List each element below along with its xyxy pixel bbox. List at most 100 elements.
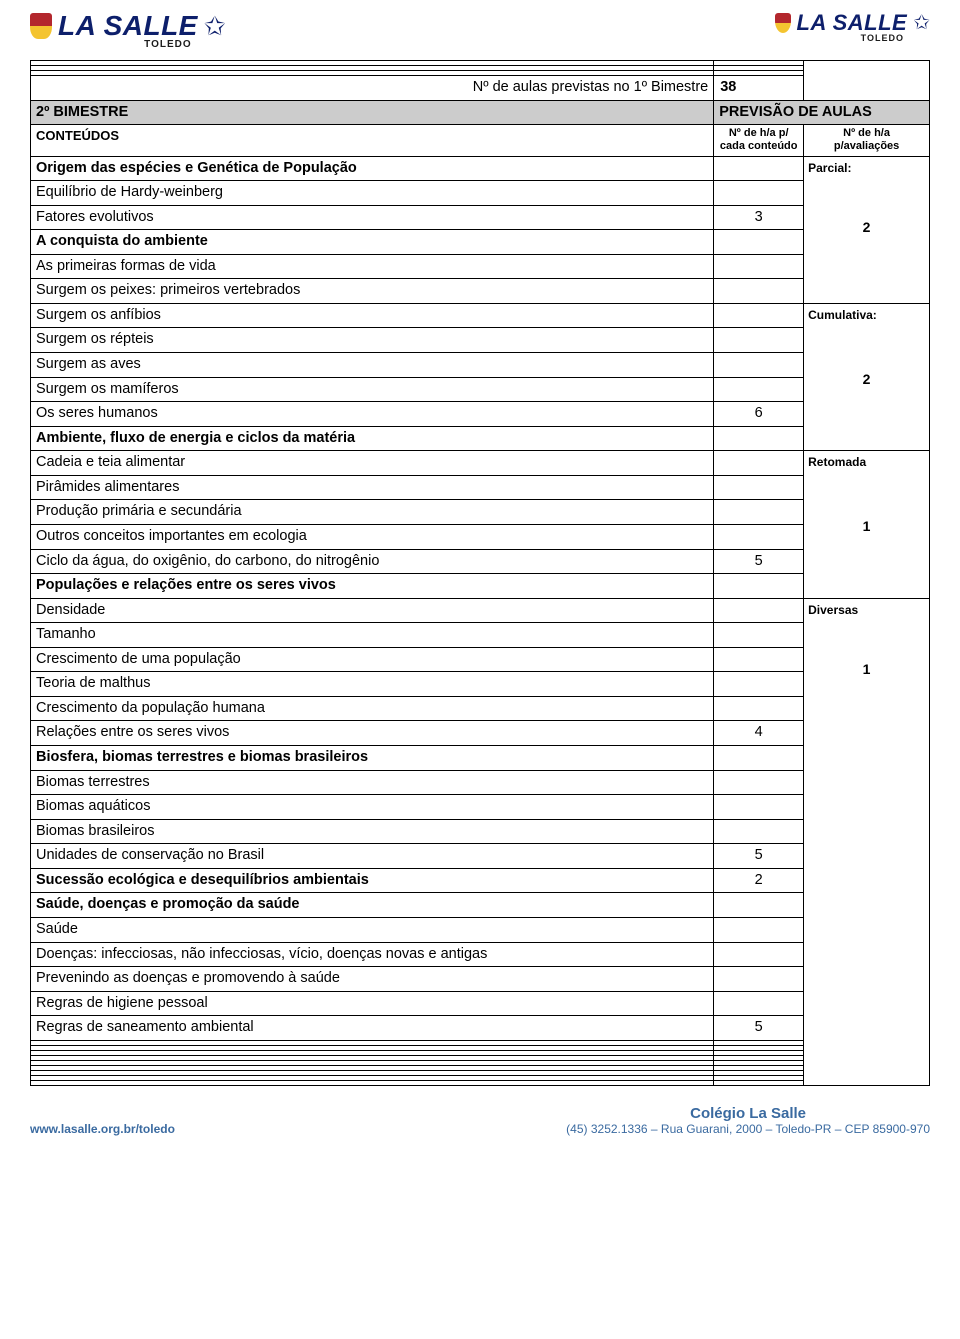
content-cell: Pirâmides alimentares <box>31 475 714 500</box>
star-icon: ✩ <box>204 13 226 39</box>
mid-cell <box>714 991 804 1016</box>
mid-cell: 6 <box>714 402 804 427</box>
content-cell: Tamanho <box>31 623 714 648</box>
mid-cell <box>714 500 804 525</box>
right-group: Retomada 1 <box>804 451 930 598</box>
content-cell: Surgem os répteis <box>31 328 714 353</box>
content-cell: Teoria de malthus <box>31 672 714 697</box>
mid-cell: 4 <box>714 721 804 746</box>
content-cell: Doenças: infecciosas, não infecciosas, v… <box>31 942 714 967</box>
brand-sub-right: TOLEDO <box>861 33 904 43</box>
mid-cell: 2 <box>714 868 804 893</box>
header-right: Nº de h/a p/avaliações <box>804 125 930 156</box>
mid-cell: 5 <box>714 844 804 869</box>
mid-cell <box>714 917 804 942</box>
brand-sub: TOLEDO <box>144 39 191 50</box>
mid-cell <box>714 230 804 255</box>
content-cell: Biomas brasileiros <box>31 819 714 844</box>
shield-icon <box>30 13 52 39</box>
mid-cell <box>714 746 804 771</box>
content-cell: Surgem os peixes: primeiros vertebrados <box>31 279 714 304</box>
mid-cell <box>714 377 804 402</box>
mid-cell <box>714 181 804 206</box>
empty-cell <box>714 1080 804 1085</box>
footer-right: Colégio La Salle (45) 3252.1336 – Rua Gu… <box>566 1105 930 1136</box>
content-cell: A conquista do ambiente <box>31 230 714 255</box>
content-cell: Os seres humanos <box>31 402 714 427</box>
mid-cell <box>714 353 804 378</box>
mid-cell <box>714 598 804 623</box>
mid-cell <box>714 524 804 549</box>
content-cell: Surgem os anfíbios <box>31 303 714 328</box>
right-value: 1 <box>808 660 925 679</box>
content-cell: Relações entre os seres vivos <box>31 721 714 746</box>
right-value: 1 <box>808 517 925 536</box>
right-group: Cumulativa: 2 <box>804 303 930 450</box>
content-cell: Saúde <box>31 917 714 942</box>
footer: www.lasalle.org.br/toledo Colégio La Sal… <box>30 1105 930 1136</box>
mid-cell <box>714 156 804 181</box>
footer-address: (45) 3252.1336 – Rua Guarani, 2000 – Tol… <box>566 1122 930 1136</box>
mid-cell: 5 <box>714 549 804 574</box>
mid-cell <box>714 942 804 967</box>
right-value: 2 <box>808 370 925 389</box>
mid-cell: 3 <box>714 205 804 230</box>
right-label: Parcial: <box>808 160 925 176</box>
content-cell: Prevenindo as doenças e promovendo à saú… <box>31 967 714 992</box>
content-cell: Biosfera, biomas terrestres e biomas bra… <box>31 746 714 771</box>
header-mid: Nº de h/a p/ cada conteúdo <box>714 125 804 156</box>
content-cell: Saúde, doenças e promoção da saúde <box>31 893 714 918</box>
total-value: 38 <box>714 76 804 101</box>
mid-cell: 5 <box>714 1016 804 1041</box>
mid-cell <box>714 623 804 648</box>
content-cell: Crescimento de uma população <box>31 647 714 672</box>
star-icon: ✩ <box>913 13 930 33</box>
mid-cell <box>714 451 804 476</box>
doc-header: LA SALLE ✩ TOLEDO LA SALLE ✩ TOLEDO <box>30 10 930 50</box>
mid-cell <box>714 696 804 721</box>
mid-cell <box>714 893 804 918</box>
mid-cell <box>714 279 804 304</box>
mid-cell <box>714 303 804 328</box>
mid-cell <box>714 328 804 353</box>
bimestre-label: 2º BIMESTRE <box>31 100 714 125</box>
main-table: Nº de aulas previstas no 1º Bimestre382º… <box>30 60 930 1086</box>
right-value: 2 <box>808 218 925 237</box>
content-cell: Regras de higiene pessoal <box>31 991 714 1016</box>
mid-cell <box>714 967 804 992</box>
footer-school: Colégio La Salle <box>566 1105 930 1122</box>
content-cell: Fatores evolutivos <box>31 205 714 230</box>
right-group: Diversas 1 <box>804 598 930 1085</box>
footer-url: www.lasalle.org.br/toledo <box>30 1122 175 1136</box>
mid-cell <box>714 770 804 795</box>
empty-right <box>804 61 930 101</box>
right-label: Retomada <box>808 454 925 470</box>
content-cell: Outros conceitos importantes em ecologia <box>31 524 714 549</box>
logo-left: LA SALLE ✩ TOLEDO <box>30 10 226 50</box>
content-cell: Equilíbrio de Hardy-weinberg <box>31 181 714 206</box>
content-cell: Biomas terrestres <box>31 770 714 795</box>
mid-cell <box>714 819 804 844</box>
shield-icon <box>775 13 791 33</box>
mid-cell <box>714 795 804 820</box>
content-cell: Cadeia e teia alimentar <box>31 451 714 476</box>
content-cell: Densidade <box>31 598 714 623</box>
content-cell: Ambiente, fluxo de energia e ciclos da m… <box>31 426 714 451</box>
right-label: Cumulativa: <box>808 307 925 323</box>
content-cell: Crescimento da população humana <box>31 696 714 721</box>
header-conteudos: CONTEÚDOS <box>31 125 714 156</box>
right-label: Diversas <box>808 602 925 618</box>
mid-cell <box>714 647 804 672</box>
content-cell: As primeiras formas de vida <box>31 254 714 279</box>
content-cell: Produção primária e secundária <box>31 500 714 525</box>
mid-cell <box>714 574 804 599</box>
logo-right: LA SALLE ✩ TOLEDO <box>775 10 931 43</box>
content-cell: Surgem as aves <box>31 353 714 378</box>
empty-cell <box>31 1080 714 1085</box>
brand-name: LA SALLE <box>58 10 198 42</box>
mid-cell <box>714 672 804 697</box>
mid-cell <box>714 475 804 500</box>
content-cell: Unidades de conservação no Brasil <box>31 844 714 869</box>
content-cell: Regras de saneamento ambiental <box>31 1016 714 1041</box>
content-cell: Sucessão ecológica e desequilíbrios ambi… <box>31 868 714 893</box>
